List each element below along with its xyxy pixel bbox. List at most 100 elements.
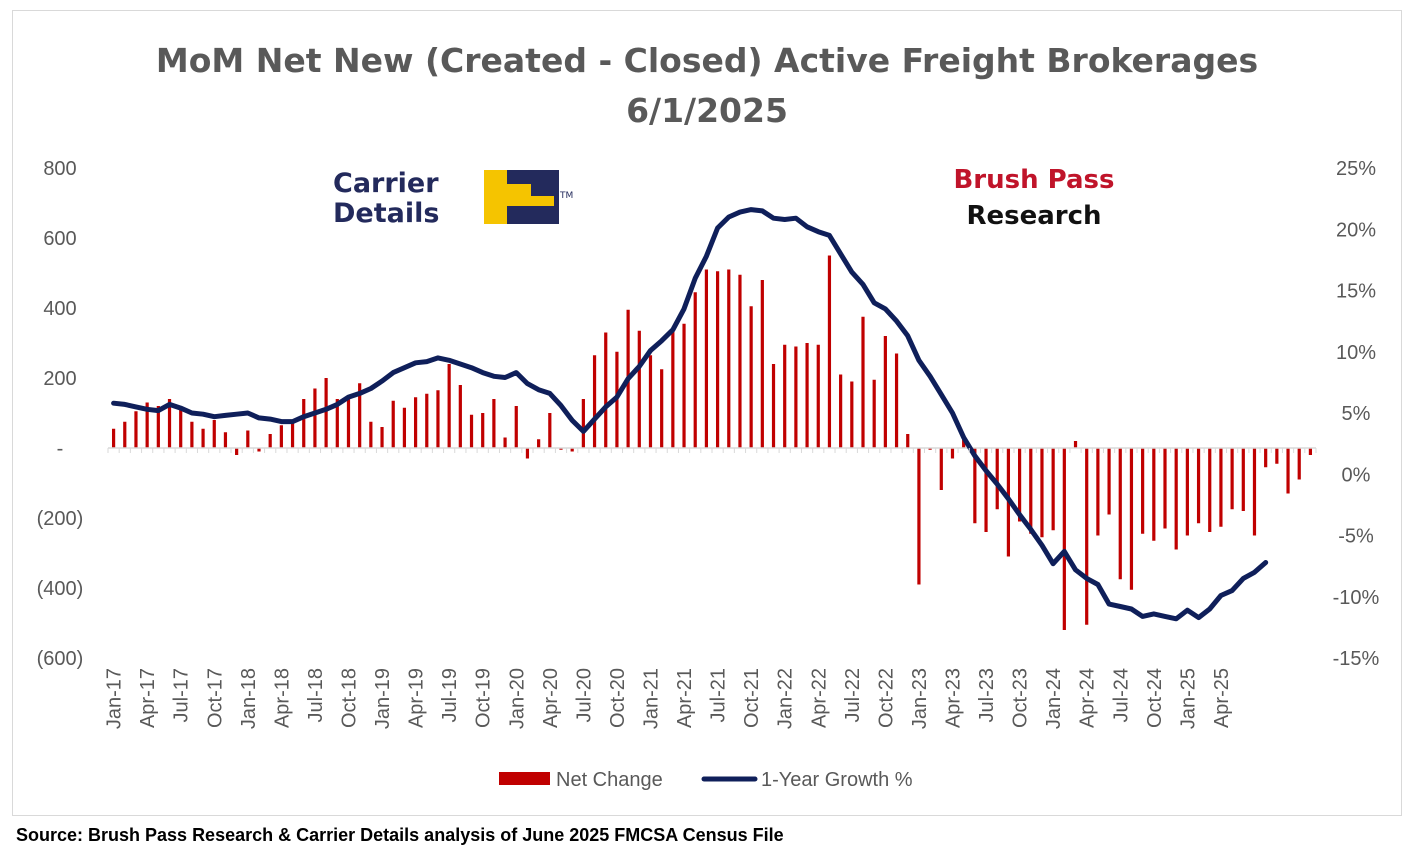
net-change-bar: [324, 378, 328, 448]
net-change-bar: [201, 428, 205, 448]
x-axis-tick-label: Jan-18: [238, 668, 260, 729]
net-change-bar: [436, 390, 440, 448]
net-change-bar: [492, 399, 496, 448]
x-axis-tick-label: Jan-19: [372, 668, 394, 729]
left-axis-tick-label: (200): [37, 508, 84, 530]
net-change-bar: [794, 346, 798, 448]
x-axis-tick-label: Oct-23: [1010, 668, 1032, 728]
net-change-bar: [369, 421, 373, 448]
x-axis-tick-label: Jan-25: [1177, 668, 1199, 729]
net-change-bar: [894, 353, 899, 448]
net-change-bar: [123, 421, 127, 448]
net-change-bar: [648, 355, 653, 448]
net-change-bar: [1308, 448, 1313, 455]
x-axis: Jan-17 Apr-17 Jul-17 Oct-17 Jan-18 Apr-18 Jul-…: [104, 448, 1317, 729]
chart-title: MoM Net New (Created - Closed) Active Fr…: [156, 41, 1258, 80]
legend: Net Change 1-Year Growth %: [499, 769, 913, 791]
net-change-bar: [592, 355, 597, 448]
net-change-bar: [1017, 448, 1022, 522]
right-axis-tick-label: -10%: [1333, 587, 1380, 609]
net-change-bar: [380, 427, 384, 448]
net-change-bar: [559, 448, 563, 450]
net-change-bar: [481, 413, 485, 448]
right-axis-tick-label: 10%: [1336, 342, 1376, 364]
net-change-bar: [839, 374, 843, 448]
net-change-bar: [1174, 448, 1178, 550]
x-axis-tick-label: Apr-25: [1211, 668, 1233, 728]
net-change-bar: [637, 330, 641, 448]
x-axis-tick-label: Apr-18: [271, 668, 293, 728]
net-change-bar: [1275, 448, 1279, 464]
net-change-bar: [447, 364, 451, 448]
net-change-bar: [682, 323, 686, 448]
net-change-bar: [872, 379, 876, 448]
net-change-bar: [570, 448, 574, 452]
carrier-details-logo-cab-shape: [530, 196, 554, 206]
net-change-bar: [1297, 448, 1301, 480]
x-axis-tick-label: Jul-24: [1110, 668, 1132, 722]
net-change-bar: [816, 344, 820, 448]
brush-pass-logo-line1: Brush Pass: [953, 165, 1114, 195]
x-axis-tick-label: Jan-21: [640, 668, 662, 729]
net-change-bar: [346, 395, 351, 448]
net-change-bar: [760, 280, 764, 448]
legend-net-change-label: Net Change: [556, 769, 663, 791]
x-axis-tick-label: Jul-20: [573, 668, 595, 722]
net-change-bar: [223, 432, 228, 448]
x-axis-tick-label: Jul-22: [842, 668, 864, 722]
growth-line: [111, 207, 1269, 622]
net-change-bar: [995, 448, 999, 510]
net-change-bar: [1241, 448, 1245, 511]
net-change-bars: [111, 255, 1313, 630]
net-change-bar: [883, 336, 887, 448]
net-change-bar: [548, 413, 552, 448]
x-axis-tick-label: Oct-21: [741, 668, 763, 728]
net-change-bar: [335, 399, 339, 448]
x-axis-tick-label: Apr-20: [540, 668, 562, 728]
net-change-bar: [715, 271, 720, 448]
net-change-bar: [235, 448, 239, 455]
x-axis-tick-label: Oct-17: [204, 668, 226, 728]
net-change-bar: [179, 407, 183, 448]
net-change-bar: [1163, 448, 1167, 529]
x-axis-tick-label: Oct-22: [875, 668, 897, 728]
x-axis-tick-label: Oct-19: [473, 668, 495, 728]
net-change-bar: [783, 344, 787, 448]
net-change-bar: [1085, 448, 1089, 625]
net-change-bar: [939, 448, 943, 490]
net-change-bar: [469, 414, 474, 448]
net-change-bar: [906, 434, 910, 448]
net-change-bar: [861, 316, 865, 448]
left-axis-tick-label: -: [57, 438, 64, 460]
net-change-bar: [950, 448, 955, 459]
net-change-bar: [1118, 448, 1122, 580]
net-change-bar: [917, 448, 921, 585]
net-change-bar: [771, 364, 776, 448]
net-change-bar: [246, 430, 250, 448]
x-axis-tick-label: Jul-23: [976, 668, 998, 722]
net-change-bar: [413, 397, 418, 448]
carrier-details-logo: Carrier Details TM: [333, 168, 573, 229]
net-change-bar: [693, 292, 697, 448]
net-change-bar: [391, 400, 395, 448]
net-change-bar: [850, 381, 854, 448]
net-change-bar: [1219, 448, 1223, 527]
net-change-bar: [827, 255, 832, 448]
x-axis-tick-label: Apr-24: [1077, 668, 1099, 728]
left-axis-tick-label: 400: [43, 298, 76, 320]
net-change-bar: [458, 385, 462, 448]
net-change-bar: [134, 411, 138, 448]
net-change-bar: [290, 423, 295, 448]
brush-pass-logo-line2: Research: [966, 201, 1101, 231]
chart-subtitle: 6/1/2025: [626, 91, 788, 130]
left-axis-tick-label: (600): [37, 648, 84, 670]
net-change-bar: [111, 428, 116, 448]
net-change-bar: [1040, 448, 1044, 538]
net-change-bar: [167, 399, 172, 448]
x-axis-tick-label: Apr-22: [808, 668, 830, 728]
net-change-bar: [928, 448, 932, 450]
right-axis-tick-label: 25%: [1336, 158, 1376, 180]
carrier-details-logo-line1: Carrier: [333, 168, 439, 199]
x-axis-tick-label: Jan-23: [909, 668, 931, 729]
